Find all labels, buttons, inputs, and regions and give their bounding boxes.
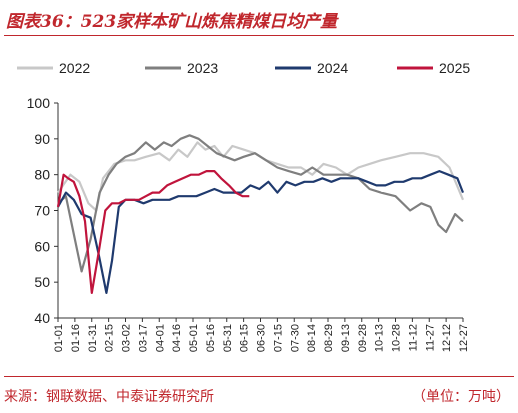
y-tick-label: 90 (34, 131, 50, 147)
legend-label-2025: 2025 (439, 60, 470, 76)
source-note: 来源：钢联数据、中泰证券研究所 (4, 389, 214, 405)
chart-title: 图表36：523家样本矿山炼焦精煤日均产量 (6, 12, 338, 32)
series-lines (56, 134, 465, 294)
x-tick-label: 08-14 (306, 324, 318, 352)
legend-label-2023: 2023 (187, 60, 218, 76)
y-tick-label: 100 (27, 95, 51, 111)
legend-label-2024: 2024 (317, 60, 348, 76)
x-tick-label: 11-27 (424, 324, 436, 351)
footer-divider (4, 376, 514, 377)
x-tick-label: 01-01 (53, 324, 65, 352)
y-tick-label: 80 (34, 167, 50, 183)
series-line-2023 (57, 134, 464, 273)
x-tick-label: 10-13 (374, 324, 386, 352)
unit-note: （单位：万吨） (412, 389, 510, 405)
x-tick-label: 03-02 (121, 324, 133, 352)
series-line-2024 (57, 170, 465, 294)
x-axis: 01-01 01-16 01-31 02-15 03-02 03-17 04-01 04-16… (53, 317, 470, 352)
x-tick-label: 04-16 (171, 324, 183, 352)
series-line-2025 (56, 170, 250, 294)
x-tick-label: 09-13 (340, 324, 352, 352)
x-tick-label: 12-27 (458, 324, 470, 352)
y-tick-label: 40 (34, 310, 50, 326)
y-tick-label: 70 (34, 203, 50, 219)
x-tick-label: 07-30 (289, 324, 301, 352)
x-tick-label: 05-16 (205, 324, 217, 352)
legend-label-2022: 2022 (59, 60, 90, 76)
legend: 2022 2023 2024 2025 (17, 60, 470, 76)
x-tick-label: 06-15 (239, 324, 251, 352)
title-divider (4, 35, 514, 36)
x-tick-label: 05-01 (188, 324, 200, 352)
x-tick-label: 01-31 (87, 324, 99, 352)
series-line-2022 (57, 141, 465, 212)
x-tick-label: 04-01 (154, 324, 166, 352)
x-tick-label: 11-12 (407, 324, 419, 351)
y-tick-label: 50 (34, 274, 50, 290)
x-tick-label: 09-28 (357, 324, 369, 352)
y-axis: 40 50 60 70 80 90 100 (27, 95, 59, 326)
x-tick-label: 10-28 (391, 324, 403, 352)
x-tick-label: 05-31 (222, 324, 234, 352)
x-tick-label: 02-15 (104, 324, 116, 352)
x-tick-label: 12-12 (441, 324, 453, 352)
y-tick-label: 60 (34, 238, 50, 254)
x-tick-label: 07-15 (272, 324, 284, 352)
x-tick-label: 03-17 (137, 324, 149, 352)
x-tick-label: 06-30 (256, 324, 268, 352)
x-tick-label: 08-29 (323, 324, 335, 352)
x-tick-label: 01-16 (70, 324, 82, 352)
